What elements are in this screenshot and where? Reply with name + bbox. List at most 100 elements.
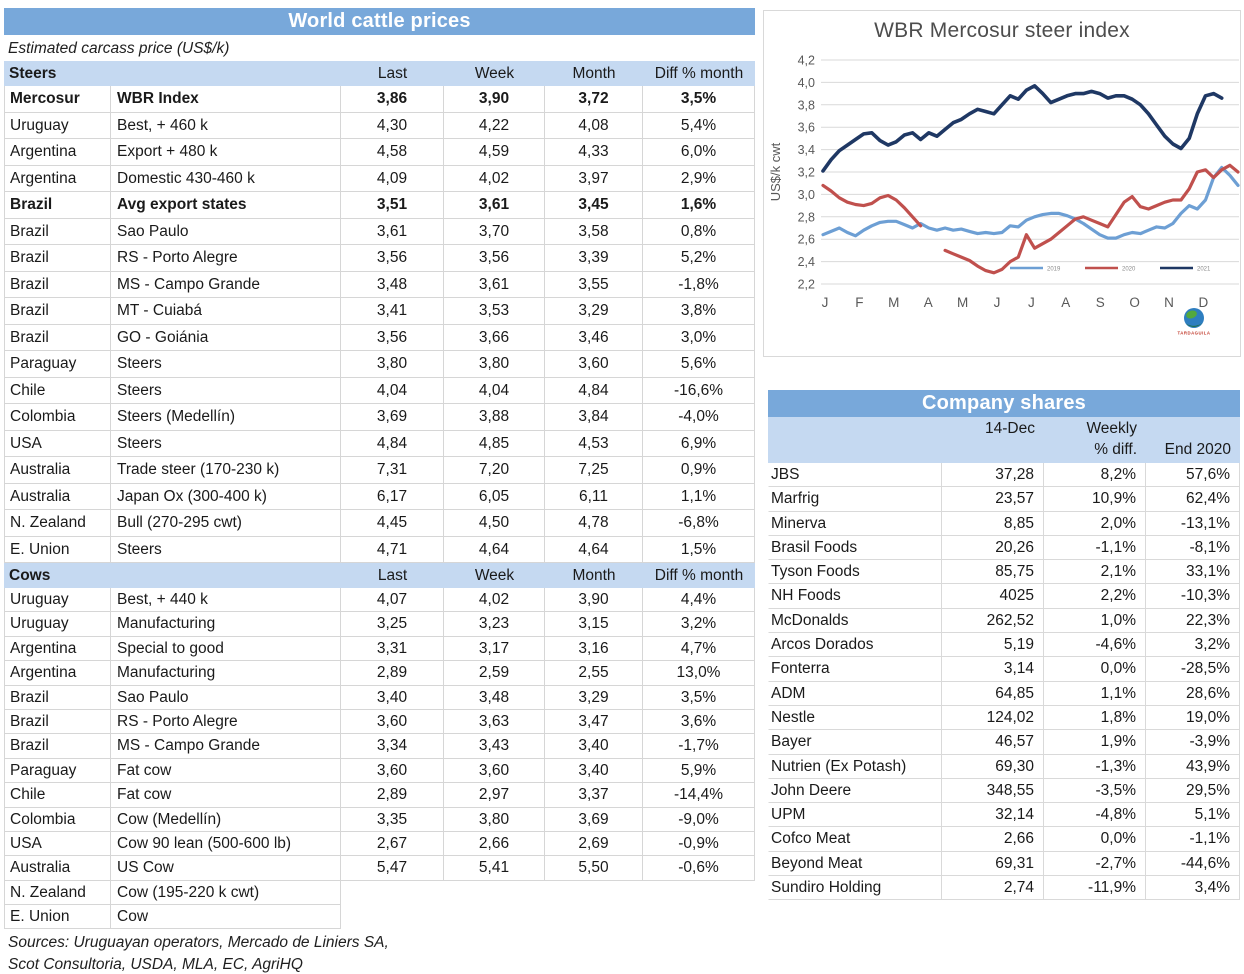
tardaguila-logo-land — [1186, 310, 1197, 319]
company-name-cell: Beyond Meat — [768, 851, 942, 877]
column-header: Diff % month — [654, 65, 744, 82]
table-row: Colombia Cow (Medellín) 3,35 3,80 3,69 -9,0% — [4, 807, 755, 832]
table-row: Cofco Meat 2,66 0,0% -1,1% — [768, 827, 1240, 852]
value-cell: 2,59 — [444, 661, 545, 686]
table-row: Brazil MS - Campo Grande 3,34 3,43 3,40 -1,7% — [4, 734, 755, 759]
steer-index-chart: 2,2 2,4 2,6 2,8 3,0 3,2 3,4 3,6 3,8 4,0 4,2 J F M A M J J… — [763, 10, 1241, 357]
value-cell: 3,80 — [341, 351, 444, 378]
value-cell: 4,58 — [341, 139, 444, 166]
x-tick-label: O — [1129, 295, 1140, 310]
value-cell: 3,14 — [942, 657, 1044, 682]
value-cell — [444, 881, 545, 905]
value-cell: 3,35 — [341, 807, 444, 832]
value-cell: 8,2% — [1044, 463, 1146, 488]
value-cell: -2,7% — [1044, 851, 1146, 877]
value-cell: 1,0% — [1044, 608, 1146, 634]
value-cell: 3,39 — [545, 245, 643, 272]
value-cell: 3,8% — [643, 298, 755, 325]
column-header: Month — [572, 567, 616, 584]
value-cell: -10,3% — [1146, 584, 1240, 609]
company-name-cell: Nestle — [768, 705, 942, 731]
value-cell: 4,09 — [341, 165, 444, 192]
table-row: Brazil Sao Paulo 3,61 3,70 3,58 0,8% — [4, 218, 755, 245]
country-cell: Uruguay — [4, 112, 111, 139]
company-name-cell: UPM — [768, 803, 942, 828]
description-cell: Export + 480 k — [111, 139, 341, 166]
table-row: E. Union Cow — [4, 905, 755, 930]
value-cell: 3,60 — [341, 709, 444, 735]
x-tick-label: J — [994, 295, 1001, 310]
value-cell: 2,55 — [545, 661, 643, 686]
column-header: Last — [377, 65, 408, 82]
value-cell: 5,50 — [545, 856, 643, 881]
value-cell: 3,4% — [1146, 876, 1240, 901]
cattle-subtitle: Estimated carcass price (US$/k) — [8, 40, 230, 57]
value-cell: 2,89 — [341, 661, 444, 686]
tardaguila-logo-caption: TARDAGUILA — [1177, 331, 1210, 336]
table-row: ADM 64,85 1,1% 28,6% — [768, 681, 1240, 706]
value-cell: 262,52 — [942, 608, 1044, 634]
value-cell: 57,6% — [1146, 463, 1240, 488]
value-cell: 5,47 — [341, 856, 444, 881]
value-cell: -4,0% — [643, 404, 755, 431]
value-cell: 3,5% — [643, 685, 755, 710]
value-cell: 4025 — [942, 584, 1044, 609]
value-cell: 5,19 — [942, 633, 1044, 658]
value-cell: 3,40 — [545, 758, 643, 784]
company-name-cell: NH Foods — [768, 584, 942, 609]
country-cell: Brazil — [4, 192, 111, 219]
value-cell: 2,74 — [942, 876, 1044, 901]
value-cell: 3,86 — [341, 86, 444, 113]
value-cell: -1,3% — [1044, 754, 1146, 779]
description-cell: MS - Campo Grande — [111, 734, 341, 759]
value-cell: -13,1% — [1146, 511, 1240, 536]
value-cell: 3,66 — [444, 324, 545, 351]
table-row: McDonalds 262,52 1,0% 22,3% — [768, 608, 1240, 634]
x-tick-label: S — [1096, 295, 1105, 310]
value-cell: 2,1% — [1044, 560, 1146, 585]
x-tick-label: M — [888, 295, 899, 310]
x-tick-label: A — [924, 295, 933, 310]
value-cell: 3,25 — [341, 612, 444, 637]
table-row: Argentina Export + 480 k 4,58 4,59 4,33 6,0% — [4, 139, 755, 166]
value-cell: 32,14 — [942, 803, 1044, 828]
value-cell: -1,8% — [643, 271, 755, 298]
value-cell: 5,1% — [1146, 803, 1240, 828]
value-cell: 3,17 — [444, 636, 545, 662]
description-cell: US Cow — [111, 856, 341, 881]
table-row: Fonterra 3,14 0,0% -28,5% — [768, 657, 1240, 682]
column-header: Month — [572, 65, 616, 82]
value-cell: 64,85 — [942, 681, 1044, 706]
table-row: UPM 32,14 -4,8% 5,1% — [768, 803, 1240, 828]
country-cell: Argentina — [4, 139, 111, 166]
section-label: Steers — [9, 65, 57, 82]
value-cell: -11,9% — [1044, 876, 1146, 901]
value-cell: 4,4% — [643, 588, 755, 613]
country-cell: Brazil — [4, 324, 111, 351]
table-row: Chile Steers 4,04 4,04 4,84 -16,6% — [4, 377, 755, 404]
table-row: N. Zealand Cow (195-220 k cwt) — [4, 880, 755, 906]
country-cell: Argentina — [4, 661, 111, 686]
description-cell: MS - Campo Grande — [111, 271, 341, 298]
value-cell: 3,31 — [341, 636, 444, 662]
country-cell: USA — [4, 831, 111, 857]
table-row: Arcos Dorados 5,19 -4,6% 3,2% — [768, 633, 1240, 658]
value-cell: 13,0% — [643, 661, 755, 686]
value-cell: -0,9% — [643, 831, 755, 857]
value-cell: 4,59 — [444, 139, 545, 166]
description-cell: Sao Paulo — [111, 685, 341, 710]
value-cell: 3,53 — [444, 298, 545, 325]
value-cell: 4,04 — [444, 377, 545, 404]
series-line-2019 — [821, 165, 1240, 240]
value-cell: 3,23 — [444, 612, 545, 637]
value-cell: 10,9% — [1044, 487, 1146, 512]
y-tick-label: 2,6 — [798, 233, 815, 247]
x-tick-label: J — [822, 295, 829, 310]
company-name-cell: Minerva — [768, 511, 942, 536]
value-cell: 4,53 — [545, 430, 643, 457]
value-cell: 2,69 — [545, 831, 643, 857]
y-tick-label: 2,4 — [798, 255, 815, 269]
table-row: Brasil Foods 20,26 -1,1% -8,1% — [768, 535, 1240, 561]
description-cell: Trade steer (170-230 k) — [111, 457, 341, 484]
